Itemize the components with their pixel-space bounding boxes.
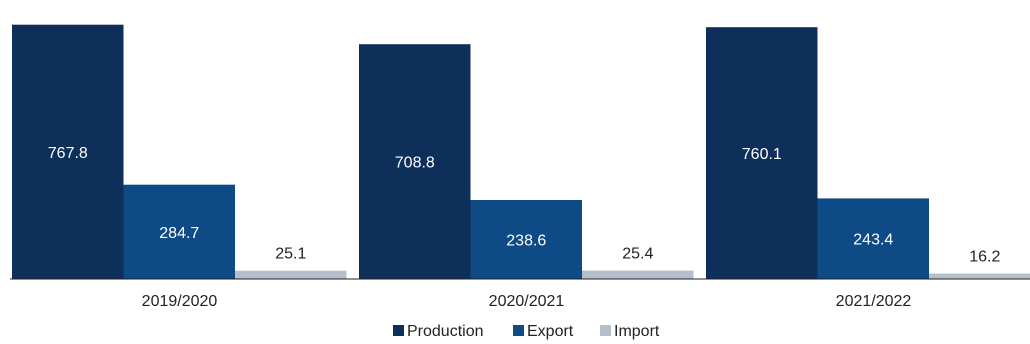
legend: Production Export Import: [393, 323, 660, 340]
bar-value-label: 16.2: [969, 249, 1000, 266]
legend-swatch-export: [513, 325, 524, 336]
bar-value-label: 708.8: [395, 155, 435, 172]
x-tick-label: 2019/2020: [142, 293, 218, 310]
bar-value-label: 767.8: [48, 145, 88, 162]
bar-export-1: [123, 184, 235, 279]
bar-value-label: 25.4: [622, 246, 653, 263]
bar-production-1: [12, 24, 124, 280]
bar-production-2: [359, 44, 471, 280]
bar-value-label: 238.6: [506, 233, 546, 250]
legend-swatch-production: [393, 325, 404, 336]
bar-import-3: [929, 273, 1030, 279]
legend-label-export: Export: [527, 323, 574, 340]
bar-export-3: [817, 198, 929, 279]
legend-label-import: Import: [614, 323, 660, 340]
bar-export-2: [470, 200, 582, 279]
x-tick-label: 2020/2021: [489, 293, 565, 310]
bars-group: 767.8 284.7 25.1 708.8 238.6 25.4 760.1 243.4 16…: [12, 24, 1030, 280]
legend-label-production: Production: [407, 323, 484, 340]
legend-swatch-import: [600, 325, 611, 336]
x-tick-label: 2021/2022: [836, 293, 912, 310]
bar-import-1: [235, 270, 347, 279]
x-tick-labels: 2019/2020 2020/2021 2021/2022: [142, 293, 912, 310]
bar-value-label: 25.1: [275, 246, 306, 263]
bar-value-label: 243.4: [853, 232, 893, 249]
bar-production-3: [706, 27, 818, 280]
bar-value-label: 760.1: [742, 146, 782, 163]
bar-import-2: [582, 270, 694, 279]
bar-value-label: 284.7: [159, 225, 199, 242]
